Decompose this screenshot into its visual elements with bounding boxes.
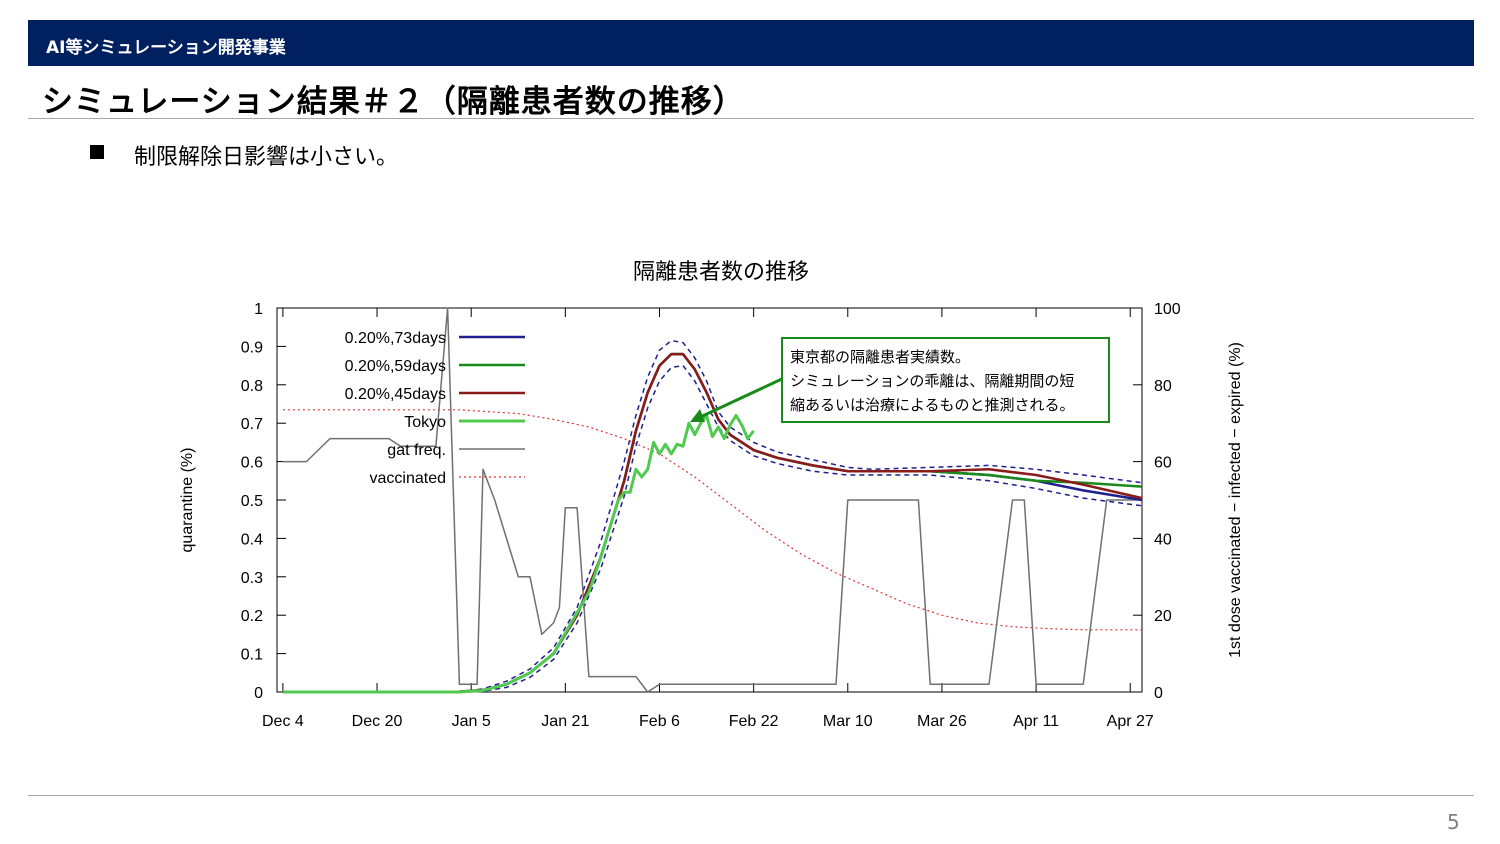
annotation-arrow-line [695,376,785,421]
annotation-line-2: シミュレーションの乖離は、隔離期間の短 [790,372,1074,390]
y-tick-label: 0.5 [241,493,263,510]
y2-tick-label: 20 [1154,608,1172,625]
x-tick-label: Mar 10 [823,713,873,730]
footer-divider [28,795,1474,796]
annotation: 東京都の隔離患者実績数。 シミュレーションの乖離は、隔離期間の短 縮あるいは治療… [690,337,1110,423]
y-tick-label: 0.9 [241,339,263,356]
slide-title: シミュレーション結果＃２（隔離患者数の推移） [42,84,745,120]
y-axis-label: quarantine (%) [179,448,196,553]
y2-tick-label: 0 [1154,685,1163,702]
legend-label: gat freq. [387,442,446,459]
series-line-vaccinated [282,409,1142,631]
y-tick-label: 0.6 [241,455,263,472]
header-text: AI等シミュレーション開発事業 [46,38,286,58]
x-tick-label: Apr 27 [1107,713,1154,730]
annotation-box [781,337,1110,423]
y-tick-label: 0.3 [241,570,263,587]
legend-label: Tokyo [404,414,446,431]
y2-tick-label: 40 [1154,531,1172,548]
bullet-square-icon [90,145,104,159]
series-line-gat-freq- [282,307,1142,693]
legend-label: 0.20%,73days [345,330,446,347]
legend: 0.20%,73days 0.20%,59days 0.20%,45days Toky… [345,330,525,487]
legend-label: vaccinated [370,470,447,487]
annotation-line-1: 東京都の隔離患者実績数。 [790,348,970,366]
x-tick-label: Apr 11 [1013,713,1059,730]
y-tick-label: 0.8 [241,378,263,395]
series-line-tokyo [282,414,755,694]
y2-axis-label: 1st dose vaccinated − infected − expired… [1227,342,1244,658]
x-tick-label: Mar 26 [917,713,967,730]
x-tick-label: Dec 20 [352,713,403,730]
bullet-text: 制限解除日影響は小さい。 [134,145,399,170]
legend-label: 0.20%,45days [345,386,446,403]
y-tick-label: 0.1 [241,647,263,664]
y-tick-label: 1 [254,301,263,318]
annotation-line-3: 縮あるいは治療によるものと推測される。 [790,397,1075,414]
y-tick-label: 0 [254,685,263,702]
y2-tick-label: 100 [1154,301,1181,318]
plot-area: 0 0.1 0.2 0.3 0.4 0.5 0.6 0.7 0.8 0.9 1 0 20 40 60 80 10… [241,301,1181,730]
x-tick-label: Dec 4 [262,713,304,730]
x-tick-label: Feb 22 [729,713,779,730]
x-tick-label: Jan 21 [541,713,589,730]
title-divider [28,118,1474,119]
header-bar: AI等シミュレーション開発事業 [28,20,1474,66]
y2-tick-label: 80 [1154,378,1172,395]
x-tick-label: Jan 5 [452,713,491,730]
y2-tick-label: 60 [1154,455,1172,472]
y-tick-label: 0.2 [241,608,263,625]
series-line-band-upper [459,339,1143,693]
y-tick-label: 0.7 [241,416,263,433]
page-number: 5 [1447,810,1460,834]
chart-title: 隔離患者数の推移 [633,259,809,284]
y-tick-label: 0.4 [241,531,263,548]
x-tick-label: Feb 6 [639,713,680,730]
legend-label: 0.20%,59days [345,358,446,375]
annotation-arrow-head [690,409,705,422]
series-line-band-lower [459,364,1143,693]
